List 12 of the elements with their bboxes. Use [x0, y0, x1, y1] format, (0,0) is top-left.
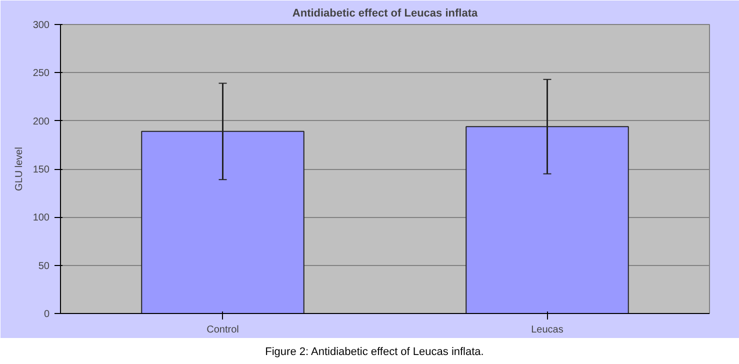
- y-tick-label: 100: [32, 212, 50, 224]
- chart-title: Antidiabetic effect of Leucas inflata: [292, 8, 478, 20]
- y-tick-label: 300: [32, 20, 50, 31]
- caption: Figure 2: Antidiabetic effect of Leucas inflata.: [265, 345, 484, 360]
- y-tick-label: 200: [32, 116, 50, 128]
- y-tick-label: 50: [38, 260, 50, 272]
- y-tick-label: 150: [32, 164, 50, 176]
- y-tick-label: 250: [32, 68, 50, 80]
- y-axis-title: GLU level: [14, 147, 25, 191]
- x-tick-label: Leucas: [531, 324, 564, 336]
- y-tick-label: 0: [44, 309, 50, 320]
- x-tick-label: Control: [206, 324, 239, 336]
